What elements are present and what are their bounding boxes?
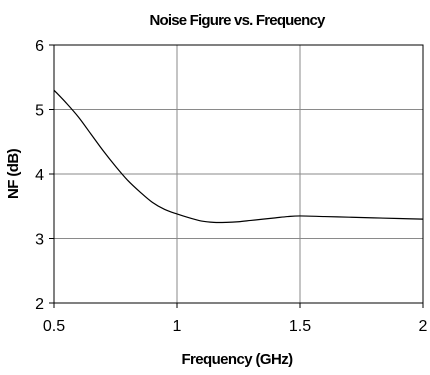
x-tick-label: 1.5 [289,318,311,335]
grid-lines [54,45,423,303]
y-axis-label: NF (dB) [5,148,22,199]
y-tick-label: 2 [35,296,44,313]
y-tick-label: 3 [35,232,44,249]
axis-ticks [49,44,424,308]
chart-title: Noise Figure vs. Frequency [149,12,326,29]
x-axis-label: Frequency (GHz) [181,351,293,368]
tick-labels: 0.5 1 1.5 2 2 3 4 5 6 [35,38,427,335]
y-tick-label: 4 [35,167,44,184]
x-tick-label: 2 [419,318,428,335]
x-tick-label: 1 [173,318,182,335]
y-tick-label: 5 [35,103,44,120]
x-tick-label: 0.5 [43,318,65,335]
y-tick-label: 6 [35,38,44,55]
series-line-nf [53,89,424,224]
